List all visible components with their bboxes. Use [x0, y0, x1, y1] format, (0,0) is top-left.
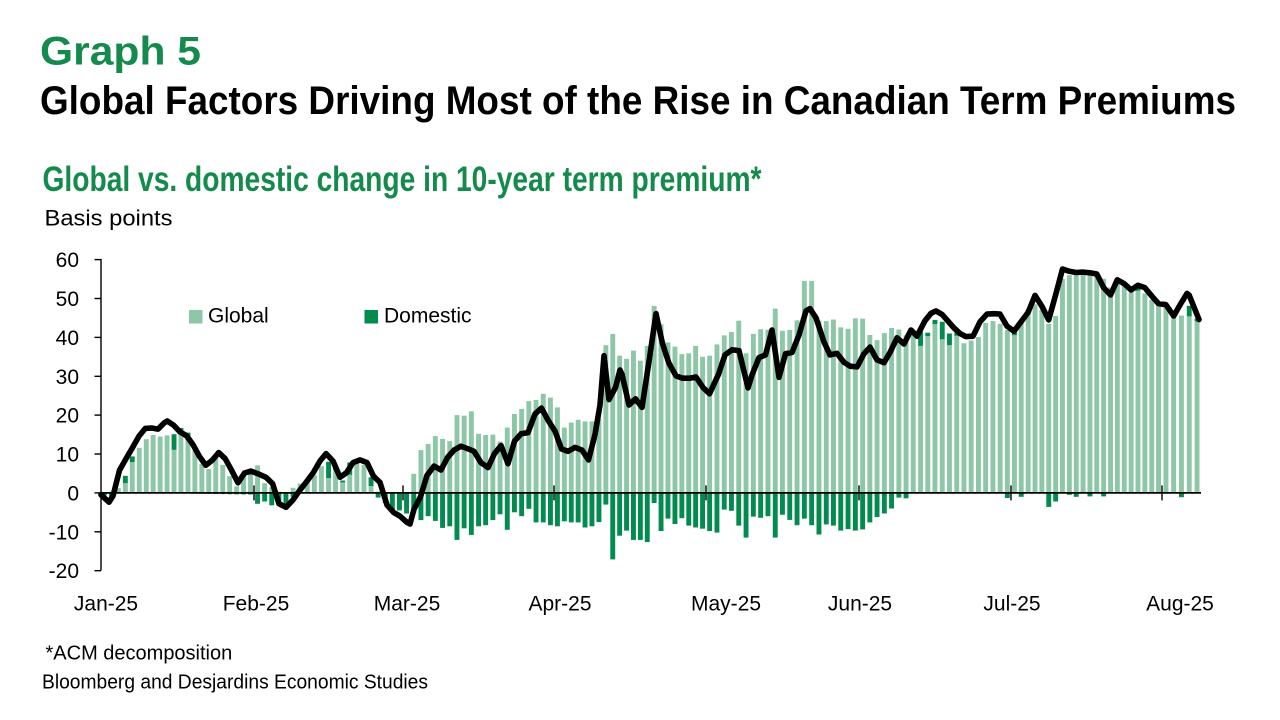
svg-text:60: 60: [56, 249, 79, 272]
svg-text:Domestic: Domestic: [384, 305, 472, 328]
svg-text:Jul-25: Jul-25: [983, 593, 1040, 616]
svg-text:Global vs. domestic change in: Global vs. domestic change in 10-year te…: [43, 160, 762, 199]
svg-text:50: 50: [56, 288, 79, 311]
svg-text:Jan-25: Jan-25: [74, 593, 138, 616]
svg-text:Graph 5: Graph 5: [40, 30, 201, 74]
svg-text:Bloomberg and Desjardins Econo: Bloomberg and Desjardins Economic Studie…: [42, 672, 428, 694]
svg-text:30: 30: [56, 366, 79, 389]
svg-text:40: 40: [56, 327, 79, 350]
svg-text:Basis points: Basis points: [45, 205, 173, 230]
svg-text:20: 20: [56, 405, 79, 428]
svg-text:Feb-25: Feb-25: [223, 593, 290, 616]
svg-text:May-25: May-25: [691, 593, 761, 616]
svg-text:Aug-25: Aug-25: [1146, 593, 1214, 616]
svg-text:-10: -10: [49, 521, 79, 544]
svg-text:Jun-25: Jun-25: [828, 593, 892, 616]
svg-text:-20: -20: [49, 560, 79, 583]
svg-text:Global: Global: [208, 305, 269, 328]
svg-text:*ACM decomposition: *ACM decomposition: [46, 642, 233, 664]
svg-text:0: 0: [67, 482, 79, 505]
svg-text:Global Factors Driving Most of: Global Factors Driving Most of the Rise …: [40, 79, 1236, 123]
svg-text:Mar-25: Mar-25: [374, 593, 441, 616]
svg-text:Apr-25: Apr-25: [528, 593, 591, 616]
svg-text:10: 10: [56, 444, 79, 467]
